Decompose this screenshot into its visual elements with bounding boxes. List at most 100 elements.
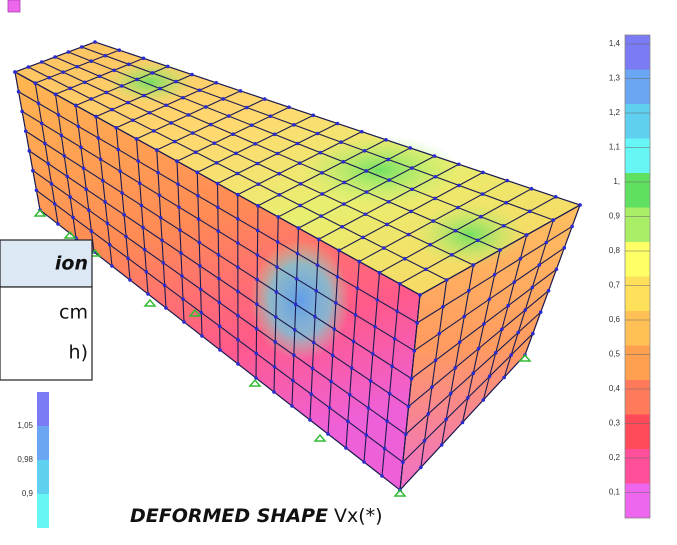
node [387, 178, 391, 182]
scale-label: 0,98 [17, 455, 33, 464]
node [509, 353, 513, 357]
node [191, 131, 195, 135]
node [350, 366, 354, 370]
node [434, 175, 438, 179]
node [277, 172, 281, 176]
node [174, 80, 178, 84]
node [395, 310, 399, 314]
node [273, 133, 277, 137]
node [493, 273, 497, 277]
node [190, 73, 194, 77]
scale-label: 1,05 [17, 421, 33, 430]
node [273, 340, 277, 344]
node [498, 248, 502, 252]
node [365, 190, 369, 194]
node [98, 75, 102, 79]
node [361, 236, 365, 240]
node [124, 235, 128, 239]
node [336, 122, 340, 126]
node [142, 57, 146, 61]
node [331, 354, 335, 358]
node [272, 390, 276, 394]
node [234, 152, 238, 156]
scale-label: 0,4 [609, 384, 621, 393]
node [53, 55, 57, 59]
node [245, 106, 249, 110]
scale-label: 0,8 [609, 246, 621, 255]
support [250, 380, 260, 386]
node [276, 240, 280, 244]
node [387, 200, 391, 204]
node [194, 150, 198, 154]
node [296, 142, 300, 146]
node [43, 142, 47, 146]
scale-segment [625, 104, 650, 139]
node [457, 162, 461, 166]
node [276, 152, 280, 156]
node [419, 466, 423, 470]
node [253, 142, 257, 146]
node [297, 226, 301, 230]
node [84, 187, 88, 191]
node [50, 182, 54, 186]
node [155, 148, 159, 152]
node [477, 347, 481, 351]
node [299, 182, 303, 186]
node [362, 460, 366, 464]
node [138, 181, 142, 185]
node [187, 113, 191, 117]
node [151, 71, 155, 75]
node [108, 243, 112, 247]
node [390, 364, 394, 368]
node [196, 194, 200, 198]
node [117, 48, 121, 52]
node [433, 154, 437, 158]
node [120, 191, 124, 195]
node [410, 187, 414, 191]
node [217, 253, 221, 257]
node [197, 241, 201, 245]
node [494, 351, 498, 355]
node [352, 340, 356, 344]
node [454, 229, 458, 233]
node [388, 392, 392, 396]
node [166, 65, 170, 69]
node [255, 302, 259, 306]
node [453, 366, 457, 370]
node [175, 159, 179, 163]
scale-segment [625, 208, 650, 243]
node [152, 129, 156, 133]
node [74, 104, 78, 108]
node [236, 172, 240, 176]
node [369, 379, 373, 383]
node [263, 97, 267, 101]
node [158, 87, 162, 91]
node [458, 340, 462, 344]
support [145, 300, 155, 306]
table-header-text: ion [55, 253, 88, 275]
scale-label: 0,3 [609, 419, 621, 428]
node [236, 362, 240, 366]
node [500, 327, 504, 331]
node [378, 271, 382, 275]
node [60, 134, 64, 138]
node [135, 78, 139, 82]
node [407, 405, 411, 409]
node [217, 277, 221, 281]
node [181, 96, 185, 100]
node [408, 146, 412, 150]
node [298, 161, 302, 165]
node [195, 171, 199, 175]
node [371, 352, 375, 356]
node [373, 325, 377, 329]
scale-segment [37, 426, 49, 460]
node [382, 246, 386, 250]
node [354, 313, 358, 317]
node [363, 149, 367, 153]
node [290, 404, 294, 408]
node [412, 349, 416, 353]
node [200, 334, 204, 338]
node [169, 121, 173, 125]
node [516, 331, 520, 335]
node [105, 91, 109, 95]
